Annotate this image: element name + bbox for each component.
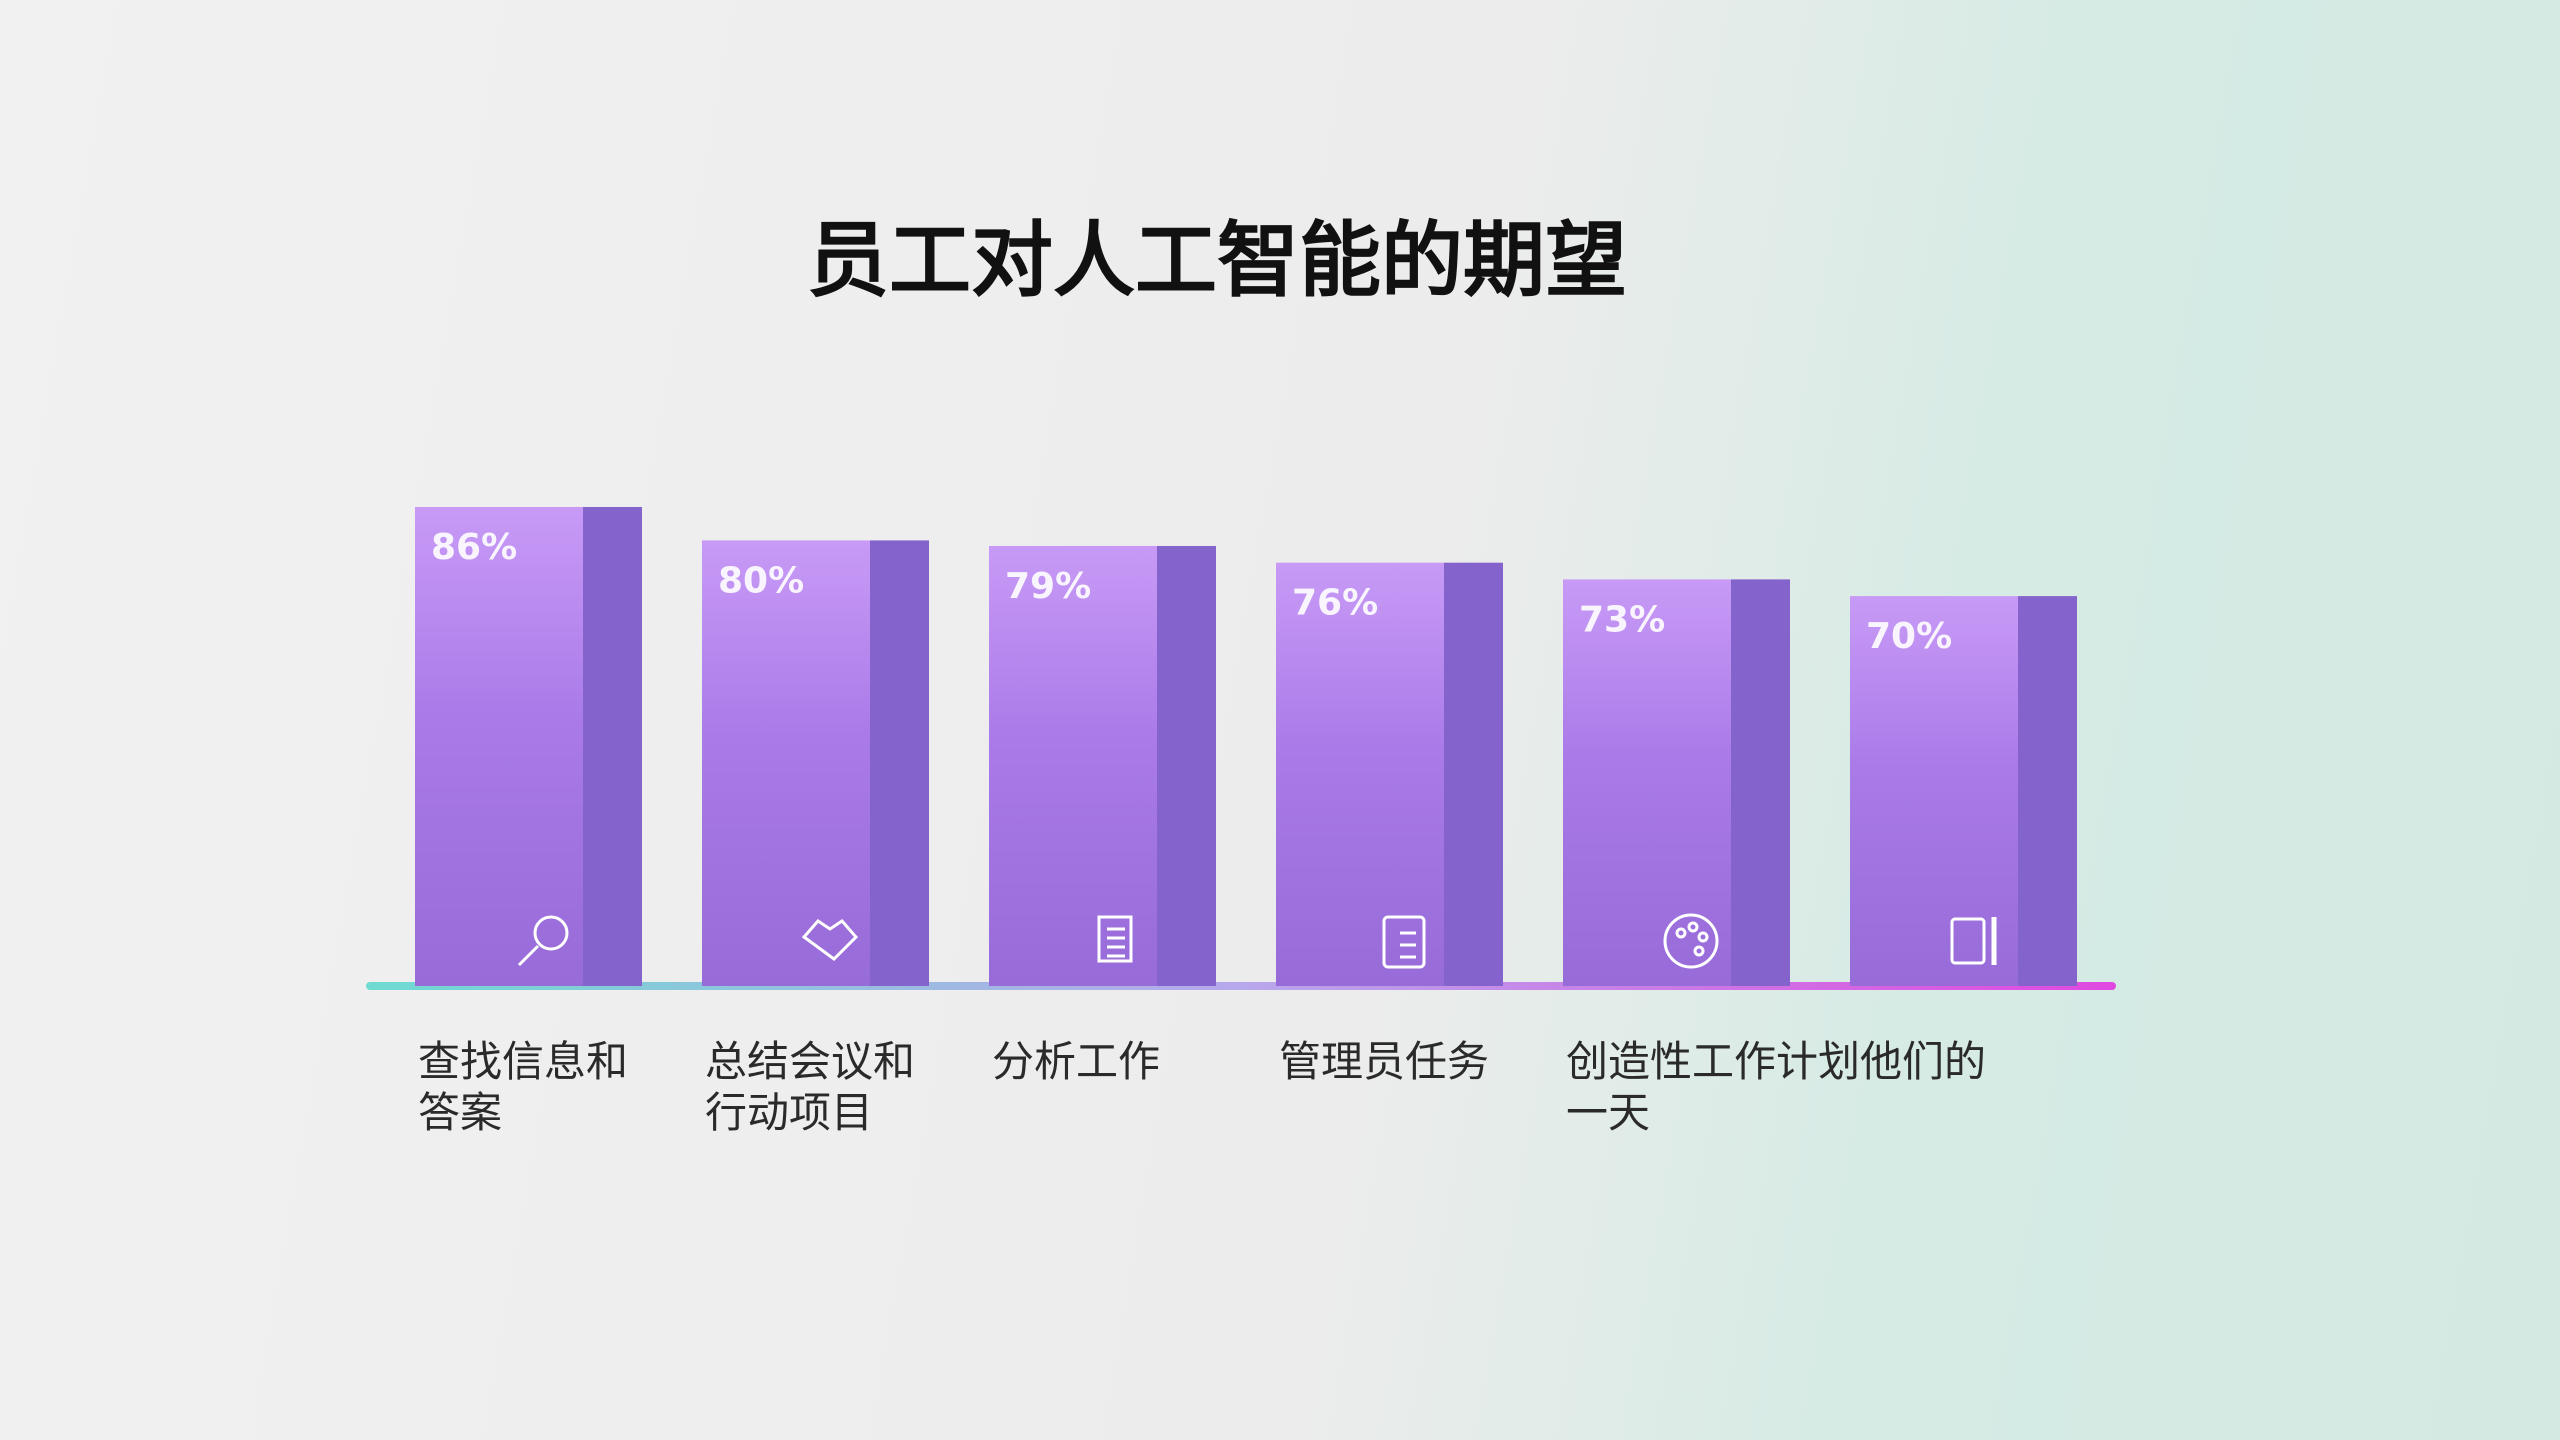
icon-part [517,944,540,967]
category-label: 管理员任务 [1279,1037,1490,1086]
icon-part [1693,945,1705,957]
icon-part [1382,915,1426,969]
icon-part [1675,927,1687,939]
bar [1276,562,1444,986]
bar-side [2018,596,2077,986]
value-label: 80% [718,560,804,601]
icon [1950,917,1997,965]
bar-side [870,540,929,986]
value-label: 86% [431,527,517,568]
bar [989,545,1157,986]
icon-part [1097,915,1133,963]
icon-part [1687,921,1699,933]
bar-side [583,506,642,986]
icon [1097,915,1133,963]
chart-title: 员工对人工智能的期望 [807,213,1627,308]
icon-part [1950,917,1986,965]
icon-part [801,919,859,961]
icon-part [533,915,569,951]
category-label: 总结会议和行动项目 [705,1037,916,1137]
value-label: 76% [1292,583,1378,624]
value-label: 70% [1866,616,1952,657]
bar [1850,596,2018,986]
bar [415,506,583,986]
icon [1663,913,1719,969]
icon-part [1663,913,1719,969]
bar-side [1731,579,1790,986]
bar-side [1444,562,1503,986]
value-label: 79% [1005,566,1091,607]
value-label: 73% [1579,599,1665,640]
category-label: 查找信息和答案 [418,1037,629,1137]
icon [801,919,859,961]
category-label: 创造性工作计划他们的一天 [1566,1037,1987,1137]
icon [517,915,569,967]
bar-side [1157,545,1216,986]
bar [702,540,870,986]
icon-part [1697,931,1709,943]
category-label: 分析工作 [992,1037,1161,1086]
icon [1382,915,1426,969]
